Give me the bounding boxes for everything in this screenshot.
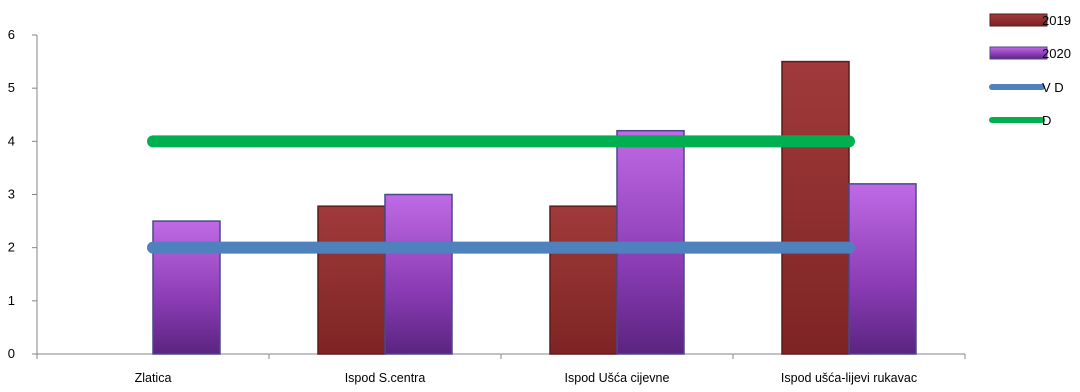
x-category-label: Zlatica [135,371,172,385]
legend-label-D: D [1042,113,1051,128]
bar-2020 [152,220,221,355]
axis-labels: 0 1 2 3 4 5 6 Zlatica Ispod S.centra Ispod Ušća c… [8,27,917,385]
y-tick-label: 3 [8,187,15,202]
bar-2019 [317,205,386,355]
x-category-label: Ispod Ušća cijevne [565,371,670,385]
bar-2020 [848,183,917,355]
reference-lines [147,135,855,254]
y-tick-label: 0 [8,346,15,361]
y-tick-label: 1 [8,293,15,308]
x-category-label: Ispod S.centra [345,371,426,385]
x-category-label: Ispod ušća-lijevi rukavac [781,371,917,385]
bar-2019 [781,60,850,355]
bar-2020 [384,193,453,355]
y-tick-label: 5 [8,80,15,95]
legend-label-2020: 2020 [1042,46,1071,61]
legend-swatch-2019 [989,13,1048,27]
y-tick-label: 2 [8,240,15,255]
legend-label-V-D: V D [1042,80,1064,95]
y-tick-label: 6 [8,27,15,42]
y-tick-label: 4 [8,133,15,148]
legend: 2019 2020 V D D [989,13,1071,128]
legend-swatch-2020 [989,46,1048,60]
bar-2019 [549,205,618,355]
legend-label-2019: 2019 [1042,13,1071,28]
bars [152,60,917,355]
